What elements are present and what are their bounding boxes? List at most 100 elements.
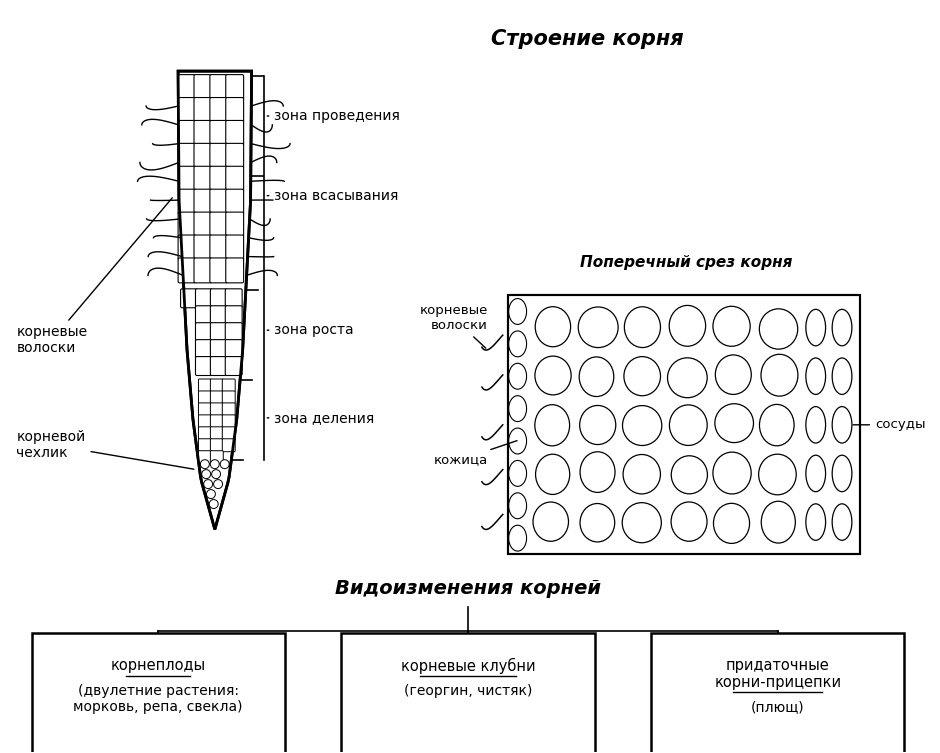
Ellipse shape <box>202 470 211 479</box>
FancyBboxPatch shape <box>226 120 243 145</box>
Ellipse shape <box>623 455 661 494</box>
Ellipse shape <box>535 356 572 395</box>
FancyBboxPatch shape <box>194 75 212 99</box>
Ellipse shape <box>760 309 798 349</box>
Text: корнеплоды: корнеплоды <box>111 658 206 673</box>
Ellipse shape <box>713 452 751 494</box>
Ellipse shape <box>667 358 707 398</box>
Text: корневые
волоски: корневые волоски <box>16 198 172 355</box>
Ellipse shape <box>832 407 852 443</box>
Text: сосуды: сосуды <box>853 419 926 431</box>
Ellipse shape <box>806 456 825 492</box>
Text: Поперечный срез корня: Поперечный срез корня <box>580 255 792 270</box>
Text: зона деления: зона деления <box>267 411 375 425</box>
Ellipse shape <box>509 298 526 325</box>
FancyBboxPatch shape <box>222 403 235 416</box>
FancyBboxPatch shape <box>210 212 227 237</box>
FancyBboxPatch shape <box>226 166 243 191</box>
FancyBboxPatch shape <box>222 391 235 404</box>
Bar <box>508 295 860 554</box>
Ellipse shape <box>669 405 707 446</box>
FancyBboxPatch shape <box>194 258 212 283</box>
FancyBboxPatch shape <box>210 98 227 123</box>
Ellipse shape <box>204 480 212 489</box>
FancyBboxPatch shape <box>178 235 196 260</box>
Text: (георгин, чистяк): (георгин, чистяк) <box>404 684 532 698</box>
Polygon shape <box>178 71 252 529</box>
Ellipse shape <box>715 404 754 443</box>
FancyBboxPatch shape <box>211 403 224 416</box>
FancyBboxPatch shape <box>222 379 235 392</box>
FancyBboxPatch shape <box>211 340 227 358</box>
Text: придаточные
корни-прицепки: придаточные корни-прицепки <box>714 658 841 691</box>
FancyBboxPatch shape <box>178 166 196 191</box>
Ellipse shape <box>759 454 796 495</box>
FancyBboxPatch shape <box>180 289 197 308</box>
Ellipse shape <box>832 504 852 541</box>
FancyBboxPatch shape <box>178 98 196 123</box>
FancyBboxPatch shape <box>194 166 212 191</box>
FancyBboxPatch shape <box>210 166 227 191</box>
FancyBboxPatch shape <box>194 120 212 145</box>
FancyBboxPatch shape <box>194 189 212 214</box>
Ellipse shape <box>536 454 570 495</box>
FancyBboxPatch shape <box>222 415 235 428</box>
Ellipse shape <box>509 363 526 389</box>
Ellipse shape <box>578 307 619 348</box>
FancyBboxPatch shape <box>210 143 227 168</box>
Ellipse shape <box>207 489 215 498</box>
Ellipse shape <box>535 404 570 446</box>
Bar <box>651 633 904 753</box>
FancyBboxPatch shape <box>178 189 196 214</box>
Text: кожица: кожица <box>433 441 517 466</box>
Text: Видоизменения корней: Видоизменения корней <box>335 579 601 598</box>
FancyBboxPatch shape <box>194 235 212 260</box>
Ellipse shape <box>832 309 852 346</box>
Bar <box>508 295 860 554</box>
FancyBboxPatch shape <box>226 323 243 342</box>
Ellipse shape <box>832 358 852 395</box>
FancyBboxPatch shape <box>211 415 224 428</box>
FancyBboxPatch shape <box>210 258 227 283</box>
Bar <box>341 633 595 753</box>
FancyBboxPatch shape <box>226 357 243 376</box>
FancyBboxPatch shape <box>194 98 212 123</box>
FancyBboxPatch shape <box>211 357 227 376</box>
Ellipse shape <box>579 357 614 397</box>
FancyBboxPatch shape <box>178 143 196 168</box>
FancyBboxPatch shape <box>198 415 212 428</box>
FancyBboxPatch shape <box>226 143 243 168</box>
Ellipse shape <box>509 331 526 357</box>
Ellipse shape <box>213 480 223 489</box>
FancyBboxPatch shape <box>198 451 212 464</box>
Ellipse shape <box>806 407 825 443</box>
Ellipse shape <box>509 525 526 551</box>
Ellipse shape <box>580 452 615 492</box>
Text: корневые клубни: корневые клубни <box>400 658 535 674</box>
FancyBboxPatch shape <box>226 340 243 358</box>
Ellipse shape <box>535 306 571 347</box>
Ellipse shape <box>220 459 229 468</box>
Ellipse shape <box>806 358 825 395</box>
FancyBboxPatch shape <box>198 403 212 416</box>
Ellipse shape <box>760 404 794 446</box>
FancyBboxPatch shape <box>211 306 227 325</box>
Ellipse shape <box>509 492 526 519</box>
Ellipse shape <box>624 306 661 348</box>
FancyBboxPatch shape <box>196 340 212 358</box>
Text: зона всасывания: зона всасывания <box>267 189 399 203</box>
FancyBboxPatch shape <box>198 379 212 392</box>
Ellipse shape <box>671 456 708 494</box>
Ellipse shape <box>713 503 749 544</box>
Ellipse shape <box>200 459 210 468</box>
Ellipse shape <box>580 504 615 542</box>
Ellipse shape <box>761 501 795 543</box>
FancyBboxPatch shape <box>194 143 212 168</box>
FancyBboxPatch shape <box>196 323 212 342</box>
Ellipse shape <box>715 355 751 395</box>
Bar <box>32 633 285 753</box>
FancyBboxPatch shape <box>196 306 212 325</box>
Ellipse shape <box>622 406 662 446</box>
Ellipse shape <box>669 306 706 346</box>
Ellipse shape <box>533 502 569 541</box>
